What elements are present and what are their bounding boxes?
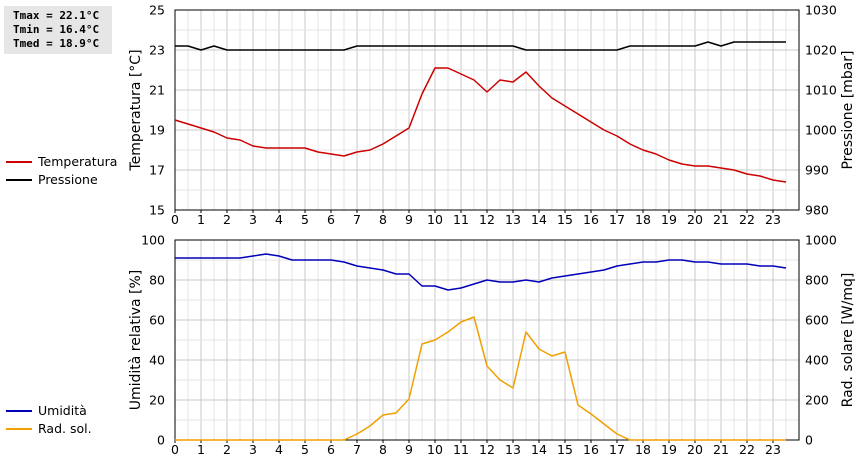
x-tick-label: 11 [453, 442, 469, 457]
x-tick-label: 4 [275, 212, 283, 227]
legend-swatch-rad-sol [6, 428, 32, 430]
y-right-axis-label: Pressione [mbar] [840, 50, 856, 169]
y-right-tick-label: 1010 [805, 83, 837, 98]
y-left-axis-label: Umidità relativa [%] [128, 270, 144, 411]
y-left-tick-label: 20 [149, 393, 165, 408]
x-tick-label: 23 [765, 212, 781, 227]
x-tick-label: 3 [249, 442, 257, 457]
x-tick-label: 20 [687, 212, 703, 227]
x-tick-label: 7 [353, 212, 361, 227]
x-tick-label: 22 [739, 442, 755, 457]
x-tick-label: 0 [171, 212, 179, 227]
x-tick-label: 13 [505, 442, 521, 457]
x-tick-label: 9 [405, 442, 413, 457]
y-right-tick-label: 400 [805, 353, 829, 368]
x-tick-label: 14 [531, 212, 547, 227]
x-tick-label: 15 [557, 442, 573, 457]
x-tick-label: 4 [275, 442, 283, 457]
y-right-tick-label: 800 [805, 273, 829, 288]
x-tick-label: 12 [479, 212, 495, 227]
x-tick-label: 3 [249, 212, 257, 227]
chart-2: 0 1 2 3 4 5 6 7 8 9 10 11 12 13 14 15 16 17 18 19 20 21 22 2302… [128, 233, 856, 458]
x-tick-label: 15 [557, 212, 573, 227]
y-left-tick-label: 23 [149, 43, 165, 58]
series-line-temperatura [174, 67, 787, 183]
x-tick-label: 13 [505, 212, 521, 227]
x-tick-label: 21 [713, 212, 729, 227]
x-tick-label: 8 [379, 442, 387, 457]
chart-1: 0 1 2 3 4 5 6 7 8 9 10 11 12 13 14 15 16 17 18 19 20 21 22 2315… [128, 3, 856, 228]
x-tick-label: 5 [301, 442, 309, 457]
x-tick-label: 17 [609, 212, 625, 227]
y-left-tick-label: 17 [149, 163, 165, 178]
y-left-tick-label: 40 [149, 353, 165, 368]
legend-swatch-umidita [6, 410, 32, 412]
x-tick-label: 22 [739, 212, 755, 227]
x-tick-label: 12 [479, 442, 495, 457]
legend-label-temperatura: Temperatura [38, 154, 118, 169]
y-right-tick-label: 1020 [805, 43, 837, 58]
x-tick-label: 18 [635, 212, 651, 227]
tmax-text: Tmax = 22.1°C [13, 9, 100, 22]
x-tick-label: 18 [635, 442, 651, 457]
y-right-tick-label: 0 [805, 433, 813, 448]
x-tick-label: 16 [583, 442, 599, 457]
y-left-tick-label: 100 [141, 233, 165, 248]
tmed-text: Tmed = 18.9°C [13, 37, 100, 50]
legend-label-umidita: Umidità [38, 403, 87, 418]
x-tick-label: 11 [453, 212, 469, 227]
x-tick-label: 17 [609, 442, 625, 457]
x-tick-label: 6 [327, 442, 335, 457]
x-tick-label: 2 [223, 212, 231, 227]
x-tick-label: 1 [197, 442, 205, 457]
legend-label-rad-sol: Rad. sol. [38, 421, 92, 436]
y-right-tick-label: 990 [805, 163, 829, 178]
y-left-tick-label: 21 [149, 83, 165, 98]
charts-canvas: 0 1 2 3 4 5 6 7 8 9 10 11 12 13 14 15 16 17 18 19 20 21 22 2315… [128, 3, 856, 458]
series-line-pressione [175, 41, 786, 51]
x-tick-label: 6 [327, 212, 335, 227]
x-tick-label: 19 [661, 212, 677, 227]
x-tick-label: 2 [223, 442, 231, 457]
y-left-tick-label: 15 [149, 203, 165, 218]
y-left-tick-label: 60 [149, 313, 165, 328]
x-tick-label: 8 [379, 212, 387, 227]
y-left-tick-label: 19 [149, 123, 165, 138]
x-tick-label: 7 [353, 442, 361, 457]
x-tick-label: 20 [687, 442, 703, 457]
y-right-tick-label: 980 [805, 203, 829, 218]
y-left-axis-label: Temperatura [°C] [128, 49, 144, 171]
series-line-umidit [175, 253, 787, 291]
x-tick-label: 21 [713, 442, 729, 457]
y-right-tick-label: 1000 [805, 123, 837, 138]
x-tick-label: 10 [427, 212, 443, 227]
x-tick-label: 16 [583, 212, 599, 227]
x-tick-label: 23 [765, 442, 781, 457]
stats-box: Tmax = 22.1°C Tmin = 16.4°C Tmed = 18.9°… [4, 6, 112, 54]
legend-swatch-temperatura [6, 161, 32, 163]
y-right-tick-label: 600 [805, 313, 829, 328]
y-right-tick-label: 200 [805, 393, 829, 408]
y-right-tick-label: 1030 [805, 3, 837, 18]
x-tick-label: 1 [197, 212, 205, 227]
tmin-text: Tmin = 16.4°C [13, 23, 100, 36]
x-tick-label: 19 [661, 442, 677, 457]
legend-label-pressione: Pressione [38, 172, 98, 187]
y-right-axis-label: Rad. solare [W/mq] [840, 273, 856, 408]
y-left-tick-label: 80 [149, 273, 165, 288]
legend-swatch-pressione [6, 179, 32, 181]
y-left-tick-label: 0 [157, 433, 165, 448]
series-line-rad-sol [175, 316, 786, 441]
x-tick-label: 0 [171, 442, 179, 457]
y-left-tick-label: 25 [149, 3, 165, 18]
x-tick-label: 10 [427, 442, 443, 457]
x-tick-label: 9 [405, 212, 413, 227]
x-tick-label: 14 [531, 442, 547, 457]
x-tick-label: 5 [301, 212, 309, 227]
y-right-tick-label: 1000 [805, 233, 837, 248]
